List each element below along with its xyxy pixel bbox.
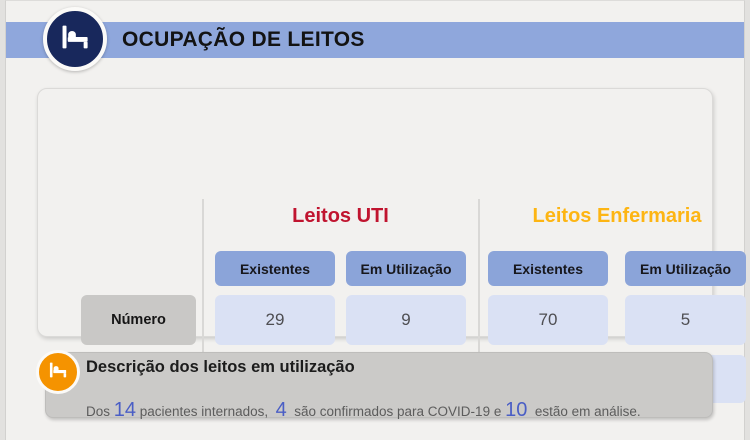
desc-text-3: são confirmados para COVID-19 e: [286, 403, 506, 419]
value-uti-em-utilizacao: 9: [346, 295, 466, 345]
value-enf-em-utilizacao: 5: [625, 295, 746, 345]
desc-text-1: Dos: [86, 403, 114, 419]
header-banner: [6, 22, 744, 58]
divider-uti-enfermaria: [478, 199, 480, 391]
occupancy-card: Leitos UTI Leitos Enfermaria Existentes …: [37, 88, 746, 403]
value-uti-existentes: 29: [215, 295, 335, 345]
value-enf-existentes: 70: [488, 295, 608, 345]
page-title: OCUPAÇÃO DE LEITOS: [122, 28, 365, 51]
divider-labels-uti: [202, 199, 204, 391]
group-title-enfermaria: Leitos Enfermaria: [532, 205, 702, 227]
desc-text-4: estão em análise.: [527, 403, 641, 419]
patients-total-count: 14: [113, 398, 137, 421]
under-analysis-count: 10: [505, 398, 528, 421]
header-bed-badge: [43, 7, 107, 71]
col-header-enf-existentes: Existentes: [488, 251, 608, 286]
col-header-uti-em-utilizacao: Em Utilização: [346, 251, 466, 286]
covid-confirmed-count: 4: [275, 398, 287, 421]
col-header-uti-existentes: Existentes: [215, 251, 335, 286]
col-header-enf-em-utilizacao: Em Utilização: [625, 251, 746, 286]
bed-icon: [58, 20, 92, 59]
group-title-uti: Leitos UTI: [292, 205, 389, 227]
description-text: Dos 14 pacientes internados, 4 são confi…: [86, 398, 696, 424]
desc-text-2: pacientes internados,: [136, 403, 276, 419]
row-label-numero: Número: [81, 295, 196, 345]
description-bed-badge: [36, 350, 80, 394]
bed-icon: [47, 359, 69, 386]
description-title: Descrição dos leitos em utilização: [86, 358, 355, 376]
